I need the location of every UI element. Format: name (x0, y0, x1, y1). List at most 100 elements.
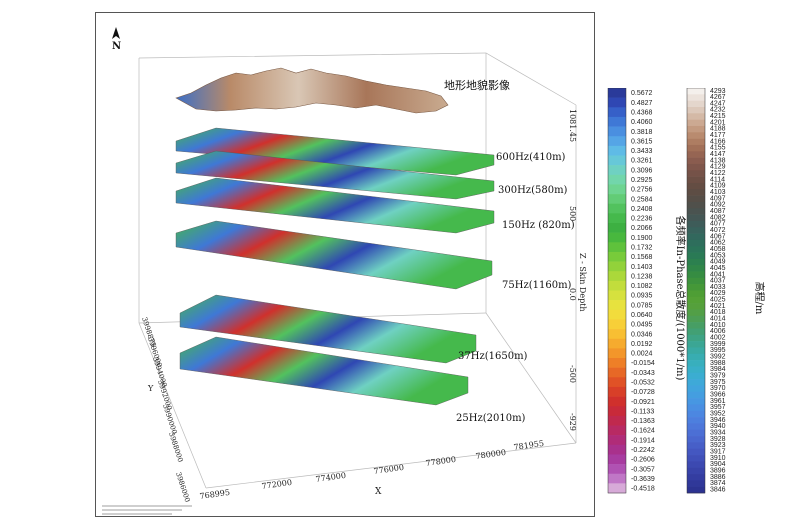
layer-label-600hz: 600Hz(410m) (496, 152, 566, 163)
colorbar-swatch (687, 189, 705, 196)
y-tick: 3986000 (174, 471, 191, 503)
colorbar-tick-label: 3995 (710, 347, 726, 354)
colorbar-tick-label: 3952 (710, 410, 726, 417)
colorbar-tick-label: 0.0785 (631, 302, 653, 309)
colorbar-tick-label: 4058 (710, 246, 726, 253)
colorbar-swatch (687, 176, 705, 184)
north-label: N (112, 41, 121, 52)
colorbar-swatch (608, 464, 626, 475)
colorbar-swatch (608, 406, 626, 417)
x-axis-title: X (375, 487, 382, 497)
slab-600hz: 600Hz(410m) (175, 127, 566, 176)
colorbar-tick-label: 0.1082 (631, 283, 653, 290)
colorbar-swatch (687, 448, 705, 456)
colorbar-tick-label: 0.5672 (631, 90, 653, 97)
colorbar-swatch (608, 358, 626, 368)
colorbar-tick-label: 3966 (710, 391, 726, 398)
colorbar-tick-label: 0.1238 (631, 273, 653, 280)
3d-block-diagram: N 地形地貌影像 600Hz(410m) 300Hz(580m) 150Hz (… (102, 27, 587, 515)
colorbar-swatch (687, 315, 705, 323)
elevation-colorbar-title: 高程/m (753, 282, 766, 315)
colorbar-tick-label: 4037 (710, 278, 726, 285)
colorbar-swatch (687, 366, 705, 374)
colorbar-swatch (687, 246, 705, 253)
colorbar-tick-label: 4097 (710, 195, 726, 202)
footer-credits (102, 505, 192, 515)
colorbar-swatch (687, 322, 705, 329)
colorbar-tick-label: 4010 (710, 322, 726, 329)
colorbar-swatch (687, 201, 705, 209)
colorbar-swatch (687, 220, 705, 228)
y-tick: 3988000 (167, 431, 184, 463)
colorbar-tick-label: 0.0192 (631, 341, 653, 348)
layer-label-25hz: 25Hz(2010m) (456, 413, 526, 424)
colorbar-swatch (687, 303, 705, 310)
colorbar-tick-label: 3992 (710, 354, 726, 361)
colorbar-swatch (687, 233, 705, 241)
colorbar-swatch (687, 417, 705, 424)
colorbar-swatch (608, 97, 626, 108)
colorbar-tick-label: 0.4060 (631, 119, 653, 126)
colorbar-swatch (687, 379, 705, 386)
colorbar-swatch (687, 138, 705, 146)
colorbar-swatch (608, 483, 626, 494)
colorbar-swatch (608, 88, 626, 98)
colorbar-tick-label: -0.0921 (631, 399, 655, 406)
colorbar-swatch (608, 309, 626, 320)
inphase-colorbar-title: 各频率In-Phase总散度/(1000*1/m) (674, 216, 687, 381)
x-tick: 781955 (513, 439, 545, 452)
colorbar-swatch (687, 474, 705, 481)
colorbar-swatch (608, 232, 626, 243)
colorbar-tick-label: 0.0495 (631, 322, 653, 329)
colorbar-tick-label: 3923 (710, 442, 726, 449)
colorbar-tick-label: 0.3615 (631, 138, 653, 145)
colorbar-swatch (608, 271, 626, 282)
colorbar-swatch (687, 265, 705, 272)
x-tick: 780000 (475, 448, 507, 461)
colorbar-swatch (687, 391, 705, 399)
colorbar-tick-label: 0.3096 (631, 167, 653, 174)
colorbar-swatch (687, 486, 705, 494)
colorbar-swatch (687, 284, 705, 291)
colorbar-swatch (687, 398, 705, 405)
colorbar-border (686, 88, 706, 494)
colorbar-tick-label: 3928 (710, 436, 726, 443)
colorbar-swatch (608, 280, 626, 291)
colorbar-tick-label: 0.2584 (631, 196, 653, 203)
x-tick: 772000 (261, 478, 293, 491)
colorbar-swatch (608, 213, 626, 224)
colorbar-swatch (687, 385, 705, 393)
colorbar-tick-label: 4109 (710, 183, 726, 190)
colorbar-swatch (687, 360, 705, 367)
colorbar-swatch (608, 126, 626, 137)
colorbar-tick-label: 3846 (710, 486, 726, 493)
colorbar-tick-label: 4018 (710, 309, 726, 316)
colorbar-tick-label: 4267 (710, 94, 726, 101)
colorbar-tick-label: 4062 (710, 240, 726, 247)
colorbar-tick-label: 4188 (710, 126, 726, 133)
colorbar-swatch (687, 227, 705, 234)
colorbar-tick-label: 4002 (710, 335, 726, 342)
colorbar-tick-label: 4092 (710, 202, 726, 209)
layer-label-300hz: 300Hz(580m) (498, 185, 568, 196)
z-tick: 0.0 (568, 288, 577, 301)
colorbar-swatch (687, 151, 705, 158)
colorbar-tick-label: 0.2925 (631, 177, 653, 184)
colorbar-swatch (687, 410, 705, 418)
colorbar-tick-label: 3946 (710, 417, 726, 424)
colorbar-swatch (608, 454, 626, 465)
colorbar-swatch (687, 119, 705, 127)
colorbar-swatch (608, 194, 626, 205)
z-tick: -929 (568, 413, 577, 431)
colorbar-tick-label: 0.4827 (631, 100, 653, 107)
x-axis: 768995 772000 774000 776000 778000 78000… (199, 439, 545, 501)
colorbar-tick-label: 0.4368 (631, 110, 653, 117)
colorbar-tick-label: 3940 (710, 423, 726, 430)
colorbar-swatch (687, 341, 705, 348)
slab-25hz: 25Hz(2010m) (179, 336, 526, 424)
colorbar-swatch (687, 132, 705, 139)
colorbar-tick-label: 4201 (710, 119, 726, 126)
colorbar-swatch (608, 184, 626, 195)
colorbar-tick-label: 0.3818 (631, 129, 653, 136)
colorbar-tick-label: 4147 (710, 151, 726, 158)
